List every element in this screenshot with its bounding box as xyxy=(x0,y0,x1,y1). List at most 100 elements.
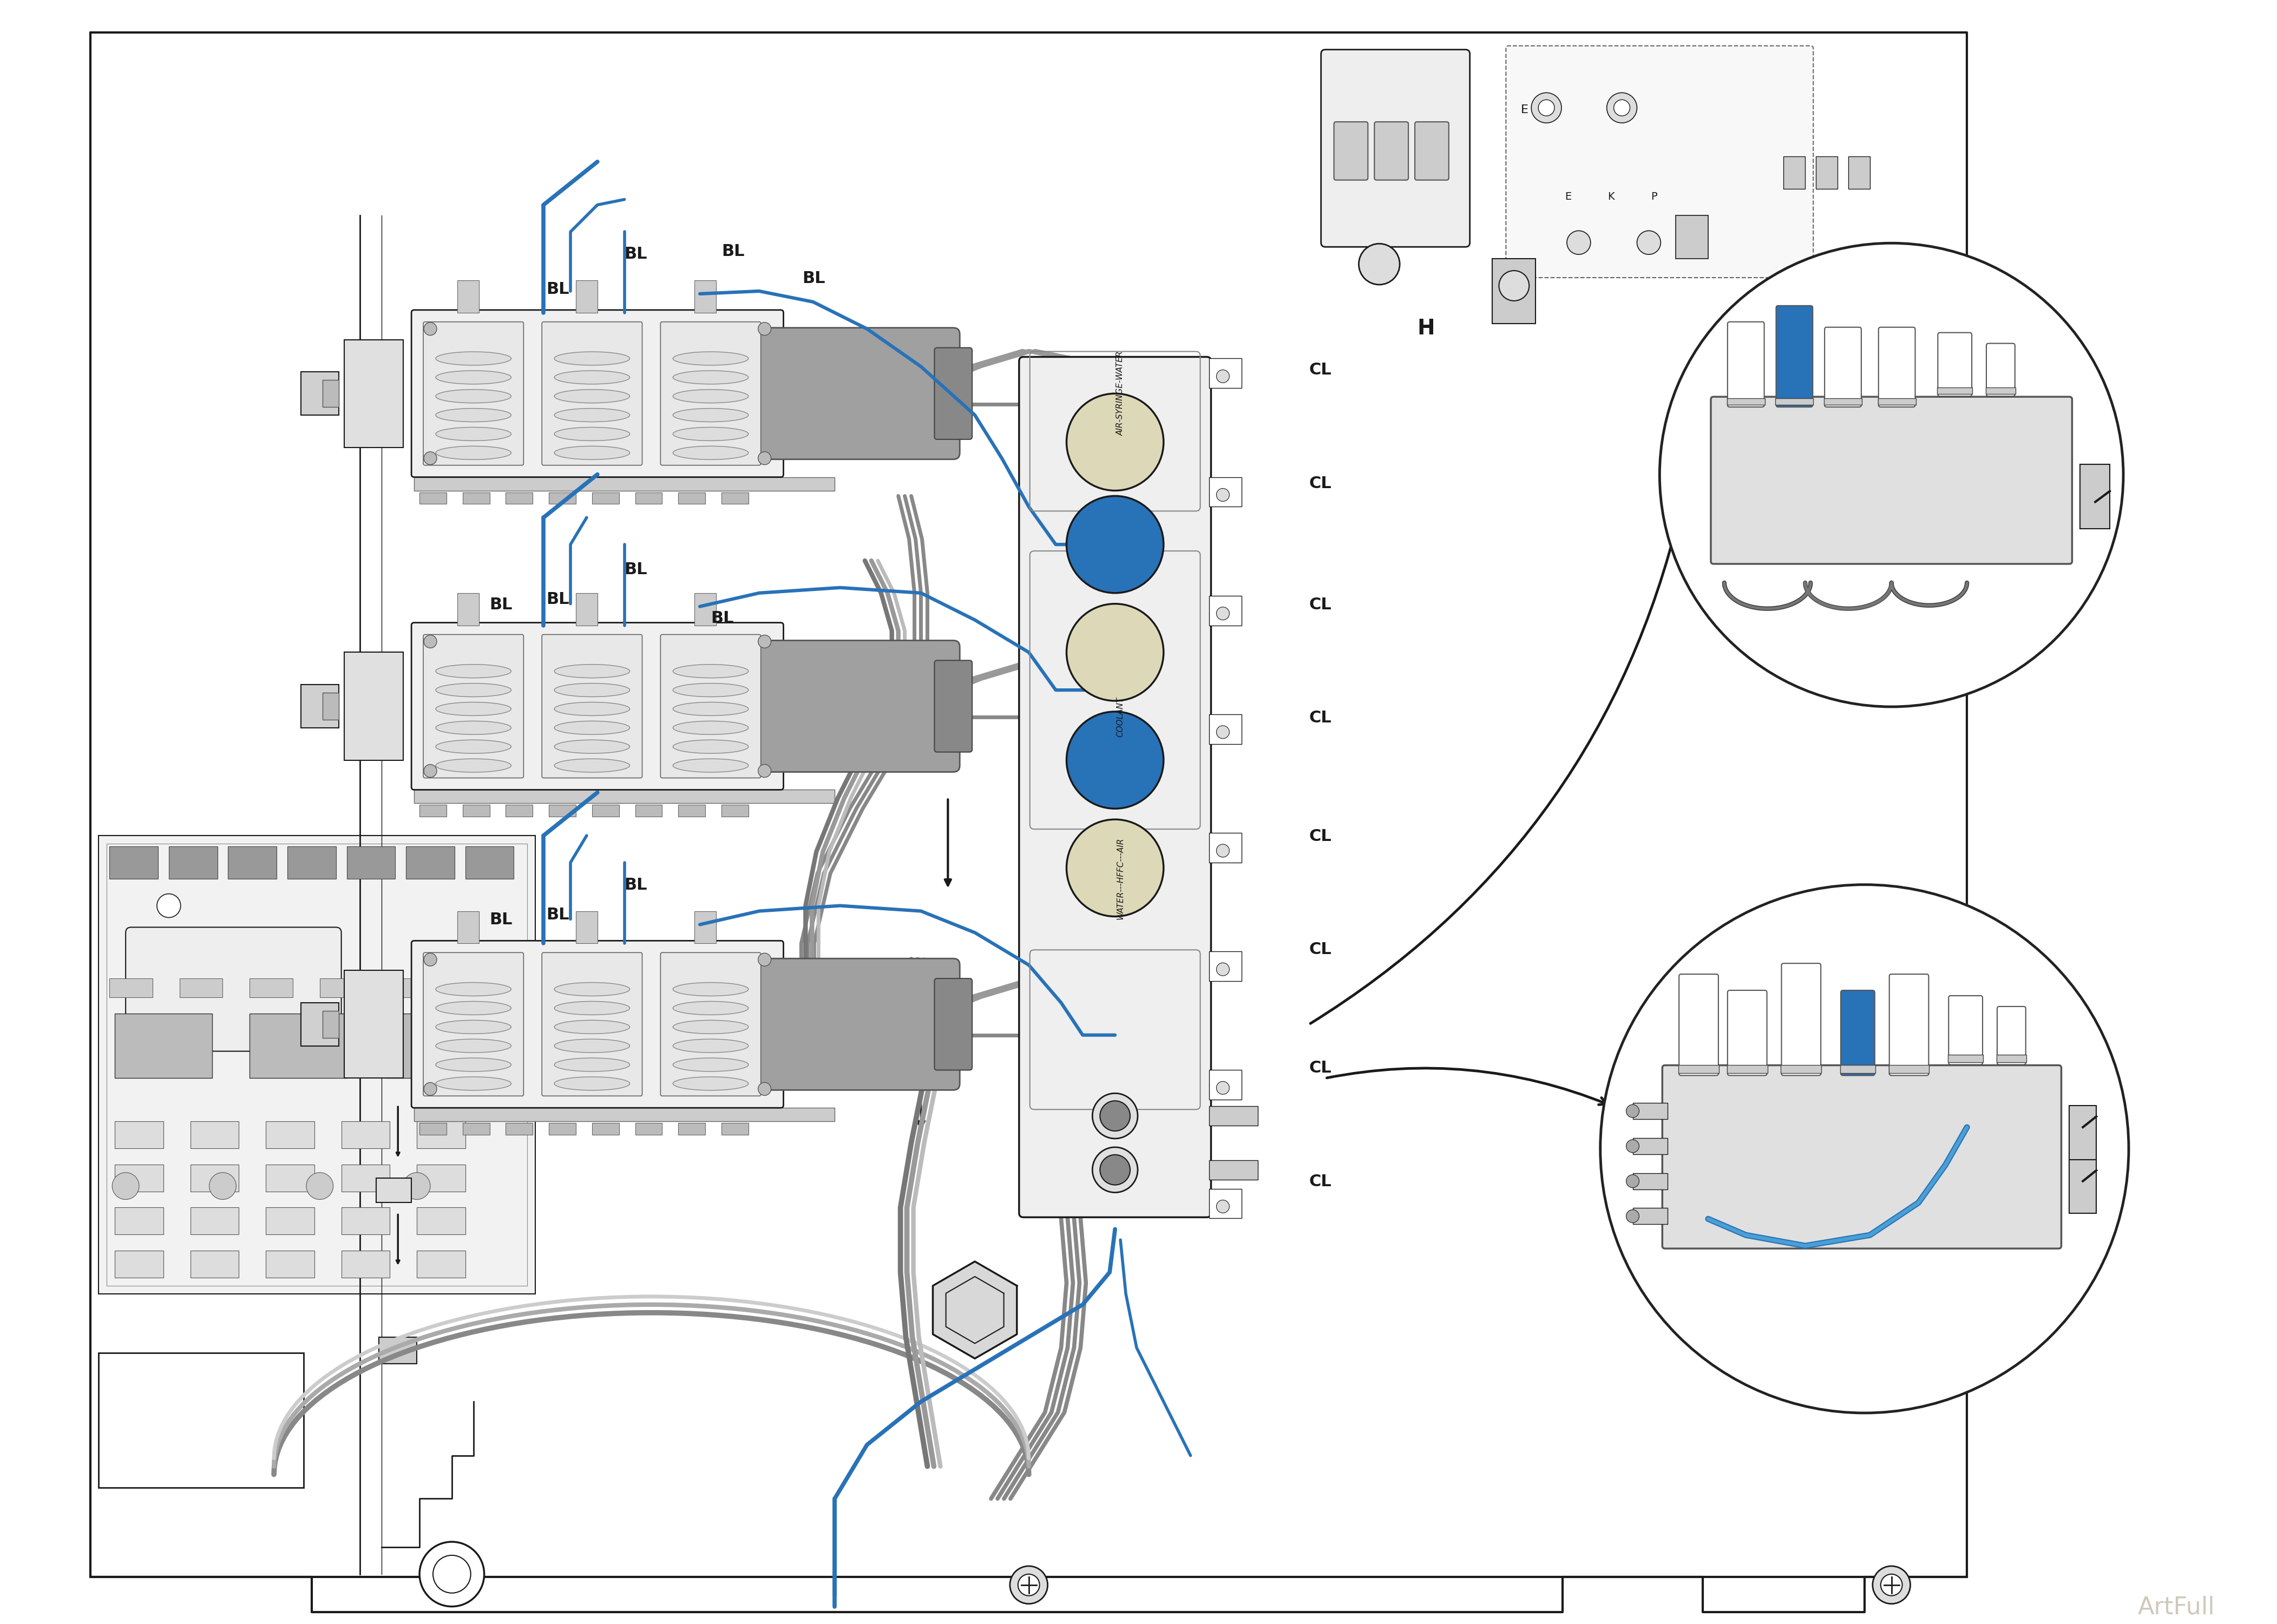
FancyBboxPatch shape xyxy=(660,953,761,1096)
Text: CL: CL xyxy=(1309,1060,1332,1077)
Bar xyxy=(722,492,749,503)
Bar xyxy=(1726,398,1765,404)
Ellipse shape xyxy=(674,1020,749,1034)
Bar xyxy=(576,593,597,625)
FancyBboxPatch shape xyxy=(542,635,642,778)
Text: K: K xyxy=(1608,192,1614,201)
Circle shape xyxy=(1626,1174,1639,1187)
FancyBboxPatch shape xyxy=(1938,333,1972,396)
Bar xyxy=(98,836,535,1294)
Bar xyxy=(1997,1054,2027,1062)
Bar xyxy=(1879,398,1915,404)
Bar xyxy=(465,846,515,879)
Polygon shape xyxy=(934,1262,1018,1359)
Bar xyxy=(592,1122,619,1135)
Bar xyxy=(266,1164,314,1192)
FancyBboxPatch shape xyxy=(1949,996,1983,1065)
Ellipse shape xyxy=(674,390,749,403)
Circle shape xyxy=(1093,1093,1138,1138)
Circle shape xyxy=(1100,1101,1129,1130)
Ellipse shape xyxy=(553,664,631,677)
Bar xyxy=(266,1250,314,1278)
Circle shape xyxy=(1216,489,1230,502)
FancyBboxPatch shape xyxy=(1710,396,2072,564)
Ellipse shape xyxy=(674,352,749,365)
FancyBboxPatch shape xyxy=(1781,963,1822,1075)
Circle shape xyxy=(157,893,180,918)
Circle shape xyxy=(424,765,437,778)
FancyBboxPatch shape xyxy=(1678,974,1719,1075)
Ellipse shape xyxy=(674,741,749,754)
Text: BL: BL xyxy=(546,281,569,297)
Ellipse shape xyxy=(435,741,510,754)
Bar xyxy=(419,492,446,503)
Text: H: H xyxy=(1416,318,1435,338)
Bar xyxy=(417,1250,465,1278)
Circle shape xyxy=(424,323,437,335)
Bar xyxy=(323,1010,339,1038)
Circle shape xyxy=(424,1083,437,1096)
Bar xyxy=(344,971,403,1078)
Bar xyxy=(301,685,339,728)
Ellipse shape xyxy=(674,408,749,422)
Bar xyxy=(1633,1173,1667,1189)
Ellipse shape xyxy=(674,370,749,385)
Circle shape xyxy=(1637,231,1660,255)
Ellipse shape xyxy=(553,1020,631,1034)
Circle shape xyxy=(758,1083,772,1096)
FancyBboxPatch shape xyxy=(660,322,761,464)
Circle shape xyxy=(424,953,437,966)
Bar xyxy=(1776,398,1812,404)
Bar xyxy=(114,1121,164,1148)
Bar xyxy=(228,846,276,879)
Text: CL: CL xyxy=(1309,362,1332,378)
Bar xyxy=(679,806,706,817)
Bar xyxy=(405,846,455,879)
Bar xyxy=(1491,258,1535,323)
Text: COOLANT: COOLANT xyxy=(1116,697,1125,737)
FancyBboxPatch shape xyxy=(1986,343,2015,396)
Circle shape xyxy=(1532,93,1562,123)
FancyBboxPatch shape xyxy=(542,322,642,464)
FancyBboxPatch shape xyxy=(1728,322,1765,408)
Ellipse shape xyxy=(435,758,510,773)
Ellipse shape xyxy=(435,664,510,677)
Bar xyxy=(549,492,576,503)
Ellipse shape xyxy=(435,352,510,365)
Bar xyxy=(266,1208,314,1234)
Bar xyxy=(722,1122,749,1135)
FancyBboxPatch shape xyxy=(758,328,961,460)
Circle shape xyxy=(1018,1574,1041,1596)
Bar xyxy=(2070,1106,2097,1160)
Ellipse shape xyxy=(553,983,631,996)
Circle shape xyxy=(1216,1082,1230,1095)
Bar xyxy=(694,593,715,625)
Text: CL: CL xyxy=(1309,828,1332,844)
FancyBboxPatch shape xyxy=(758,958,961,1090)
Bar xyxy=(1209,1070,1241,1099)
Text: BL: BL xyxy=(490,913,512,927)
Bar xyxy=(376,1177,412,1202)
Bar xyxy=(1209,1106,1257,1125)
Text: BL: BL xyxy=(624,562,647,578)
Bar xyxy=(414,1108,836,1121)
Ellipse shape xyxy=(553,1057,631,1072)
FancyBboxPatch shape xyxy=(424,322,524,464)
Bar xyxy=(635,492,663,503)
FancyBboxPatch shape xyxy=(934,661,972,752)
Circle shape xyxy=(1539,99,1555,115)
Text: CL: CL xyxy=(1309,596,1332,612)
Bar xyxy=(1938,388,1972,395)
Bar xyxy=(191,1164,239,1192)
Bar xyxy=(1949,1054,1983,1062)
Ellipse shape xyxy=(435,447,510,460)
Bar xyxy=(419,806,446,817)
Circle shape xyxy=(433,1556,471,1593)
Ellipse shape xyxy=(553,1077,631,1090)
Circle shape xyxy=(1216,726,1230,739)
Bar xyxy=(576,911,597,944)
Ellipse shape xyxy=(435,370,510,385)
Circle shape xyxy=(1216,844,1230,857)
Text: CL: CL xyxy=(1309,1174,1332,1189)
Circle shape xyxy=(1660,244,2124,706)
